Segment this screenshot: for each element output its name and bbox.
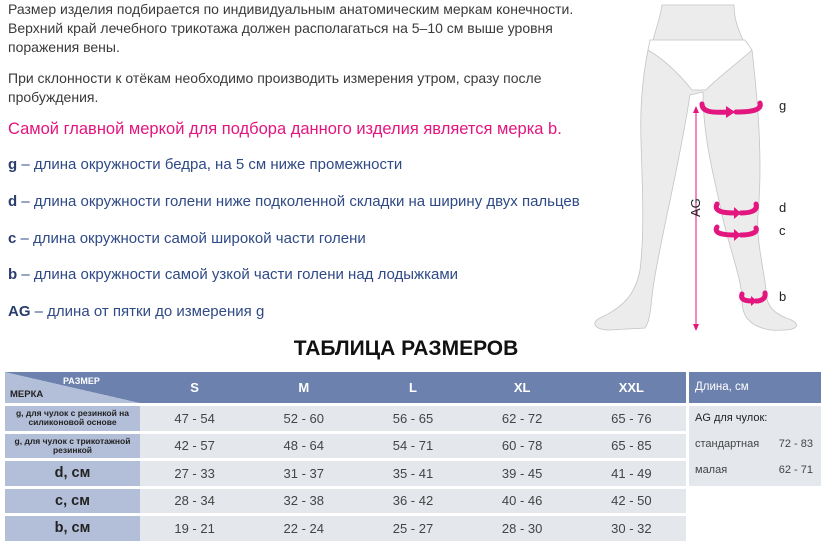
label-d: d xyxy=(779,200,786,215)
cell: 27 - 33 xyxy=(140,461,250,486)
cell: 28 - 30 xyxy=(467,516,577,541)
cell: 25 - 27 xyxy=(358,516,468,541)
row-label: g, для чулок с трикотажной резинкой xyxy=(5,433,140,458)
cell: 39 - 45 xyxy=(467,461,577,486)
table-row: g, для чулок с трикотажной резинкой 42 - … xyxy=(5,433,686,458)
b-measure-arrow xyxy=(739,290,768,304)
table-row: g, для чулок с резинкой на силиконовой о… xyxy=(5,406,686,431)
cell: 36 - 42 xyxy=(358,488,468,513)
size-table: РАЗМЕР МЕРКА S M L XL XXL g, для чулок с … xyxy=(5,369,686,544)
size-header-m: M xyxy=(249,372,359,403)
cell: 19 - 21 xyxy=(140,516,250,541)
cell: 40 - 46 xyxy=(467,488,577,513)
definition-d: d – длина окружности голени ниже подколе… xyxy=(8,193,580,210)
definition-ag: AG – длина от пятки до измерения g xyxy=(8,303,265,320)
cell: 35 - 41 xyxy=(358,461,468,486)
cell: 62 - 72 xyxy=(467,406,577,431)
row-label: g, для чулок с резинкой на силиконовой о… xyxy=(5,406,140,431)
definition-g: g – длина окружности бедра, на 5 см ниже… xyxy=(8,156,403,173)
intro-paragraph-1: Размер изделия подбирается по индивидуал… xyxy=(8,1,574,55)
cell: 47 - 54 xyxy=(140,406,250,431)
cell: 22 - 24 xyxy=(249,516,359,541)
length-table-header: Длина, см xyxy=(689,372,821,403)
size-header-xxl: XXL xyxy=(576,372,686,403)
cell: 28 - 34 xyxy=(140,488,250,513)
size-header-l: L xyxy=(358,372,468,403)
c-measure-arrow xyxy=(713,224,759,238)
label-ag: AG xyxy=(688,198,703,217)
definition-b: b – длина окружности самой узкой части г… xyxy=(8,266,459,283)
cell: 31 - 37 xyxy=(249,461,359,486)
row-label: c, см xyxy=(5,488,140,513)
key-measure-note: Самой главной меркой для подбора данного… xyxy=(8,120,562,138)
corner-header: РАЗМЕР МЕРКА xyxy=(5,372,140,403)
table-row: d, см 27 - 33 31 - 37 35 - 41 39 - 45 41 - 49 xyxy=(5,461,686,486)
table-header-row: РАЗМЕР МЕРКА S M L XL XXL xyxy=(5,372,686,403)
cell: 56 - 65 xyxy=(358,406,468,431)
briefs xyxy=(647,39,753,91)
length-table-subtitle: AG для чулок: xyxy=(695,412,768,424)
row-label: d, см xyxy=(5,461,140,486)
cell: 65 - 85 xyxy=(576,433,686,458)
cell: 42 - 57 xyxy=(140,433,250,458)
length-row-short: малая 62 - 71 xyxy=(695,464,813,476)
cell: 42 - 50 xyxy=(576,488,686,513)
row-label: b, см xyxy=(5,516,140,541)
g-measure-arrow xyxy=(699,100,763,115)
size-table-title: ТАБЛИЦА РАЗМЕРОВ xyxy=(293,337,519,360)
cell: 65 - 76 xyxy=(576,406,686,431)
cell: 52 - 60 xyxy=(249,406,359,431)
cell: 60 - 78 xyxy=(467,433,577,458)
size-header-xl: XL xyxy=(467,372,577,403)
intro-paragraph-2: При склонности к отёкам необходимо произ… xyxy=(8,70,542,105)
cell: 54 - 71 xyxy=(358,433,468,458)
cell: 48 - 64 xyxy=(249,433,359,458)
definition-c: c – длина окружности самой широкой части… xyxy=(8,230,366,247)
cell: 30 - 32 xyxy=(576,516,686,541)
label-g: g xyxy=(779,98,786,113)
table-row: c, см 28 - 34 32 - 38 36 - 42 40 - 46 42 - 50 xyxy=(5,488,686,513)
label-b: b xyxy=(779,289,786,304)
size-header-s: S xyxy=(140,372,250,403)
length-row-standard: стандартная 72 - 83 xyxy=(695,438,813,450)
table-row: b, см 19 - 21 22 - 24 25 - 27 28 - 30 30 - 32 xyxy=(5,516,686,541)
d-measure-arrow xyxy=(713,201,759,216)
cell: 41 - 49 xyxy=(576,461,686,486)
length-table: Длина, см AG для чулок: стандартная 72 - … xyxy=(689,372,821,486)
label-c: c xyxy=(779,223,786,238)
cell: 32 - 38 xyxy=(249,488,359,513)
legs-measurement-figure: g d c b AG xyxy=(594,4,797,331)
